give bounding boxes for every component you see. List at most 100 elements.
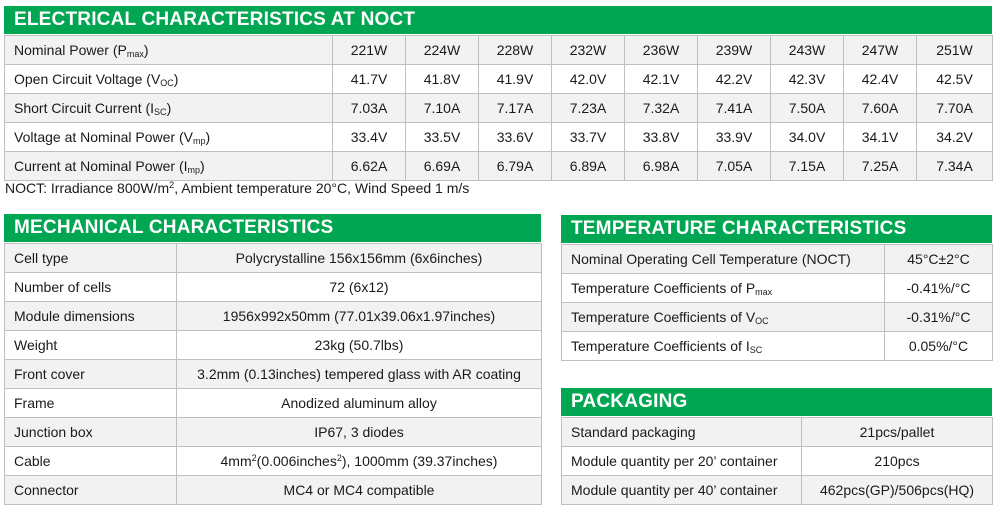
label-subscript: max (755, 287, 773, 297)
electrical-value-cell: 7.10A (405, 93, 479, 123)
electrical-section-title: ELECTRICAL CHARACTERISTICS AT NOCT (4, 6, 992, 34)
electrical-row: Nominal Power (Pmax) 221W 224W 228W 232W 236W… (4, 35, 993, 65)
electrical-value-cell: 7.15A (770, 151, 844, 181)
noct-note-text: NOCT: Irradiance 800W/m (5, 180, 170, 196)
electrical-value-cell: 42.0V (551, 64, 625, 94)
mechanical-row-value: 1956x992x50mm (77.01x39.06x1.97inches) (176, 301, 542, 331)
label-text: Temperature Coefficients of I (571, 338, 750, 354)
temperature-row-label: Temperature Coefficients of ISC (561, 331, 885, 361)
label-suffix: ) (205, 129, 211, 145)
value-text: (0.006inches (256, 453, 337, 469)
electrical-value-cell: 247W (843, 35, 917, 65)
label-suffix: ) (173, 71, 179, 87)
mechanical-row: Cell type Polycrystalline 156x156mm (6x6i… (4, 243, 542, 273)
mechanical-row-value: IP67, 3 diodes (176, 417, 542, 447)
value-text: ), 1000mm (39.37inches) (341, 453, 498, 469)
packaging-row-value: 210pcs (801, 446, 993, 476)
mechanical-row-value: 23kg (50.7lbs) (176, 330, 542, 360)
electrical-value-cell: 6.98A (624, 151, 698, 181)
electrical-row: Open Circuit Voltage (VOC) 41.7V 41.8V 41.9… (4, 64, 993, 94)
label-suffix: ) (200, 158, 205, 174)
label-text: Current at Nominal Power (I (14, 158, 188, 174)
electrical-value-cell: 228W (478, 35, 552, 65)
temperature-row-label: Nominal Operating Cell Temperature (NOCT… (561, 244, 885, 274)
mechanical-row: Cable 4mm2(0.006inches2), 1000mm (39.37in… (4, 446, 542, 476)
mechanical-section-title: MECHANICAL CHARACTERISTICS (4, 214, 541, 242)
mechanical-row-value: MC4 or MC4 compatible (176, 475, 542, 505)
electrical-value-cell: 221W (332, 35, 406, 65)
noct-note: NOCT: Irradiance 800W/m2, Ambient temper… (5, 180, 469, 196)
packaging-row-label: Standard packaging (561, 417, 802, 447)
electrical-row-label: Open Circuit Voltage (VOC) (4, 64, 333, 94)
temperature-table: Nominal Operating Cell Temperature (NOCT… (561, 244, 993, 361)
label-text: Temperature Coefficients of P (571, 280, 756, 296)
temperature-section-title: TEMPERATURE CHARACTERISTICS (561, 215, 992, 243)
packaging-row: Standard packaging 21pcs/pallet (561, 417, 993, 447)
mechanical-row-value: Polycrystalline 156x156mm (6x6inches) (176, 243, 542, 273)
packaging-section-title: PACKAGING (561, 388, 992, 416)
electrical-row: Current at Nominal Power (Imp) 6.62A 6.69A… (4, 151, 993, 181)
packaging-row-value: 21pcs/pallet (801, 417, 993, 447)
electrical-value-cell: 34.0V (770, 122, 844, 152)
electrical-value-cell: 33.7V (551, 122, 625, 152)
temperature-row: Temperature Coefficients of Pmax -0.41%/°… (561, 273, 993, 303)
temperature-row-label: Temperature Coefficients of Pmax (561, 273, 885, 303)
electrical-value-cell: 33.9V (697, 122, 771, 152)
electrical-value-cell: 7.17A (478, 93, 552, 123)
temperature-row-value: 45°C±2°C (884, 244, 993, 274)
electrical-value-cell: 7.23A (551, 93, 625, 123)
electrical-value-cell: 7.03A (332, 93, 406, 123)
electrical-value-cell: 34.2V (916, 122, 993, 152)
packaging-row: Module quantity per 20’ container 210pcs (561, 446, 993, 476)
temperature-row-label: Temperature Coefficients of VOC (561, 302, 885, 332)
mechanical-row: Module dimensions 1956x992x50mm (77.01x39… (4, 301, 542, 331)
electrical-table: Nominal Power (Pmax) 221W 224W 228W 232W 236W… (4, 35, 993, 181)
label-suffix: ) (166, 100, 172, 116)
mechanical-row-label: Connector (4, 475, 177, 505)
packaging-row: Module quantity per 40’ container 462pcs(… (561, 475, 993, 505)
electrical-value-cell: 239W (697, 35, 771, 65)
temperature-row: Temperature Coefficients of ISC 0.05%/°C (561, 331, 993, 361)
mechanical-row: Front cover 3.2mm (0.13inches) tempered g… (4, 359, 542, 389)
mechanical-row: Frame Anodized aluminum alloy (4, 388, 542, 418)
electrical-value-cell: 7.50A (770, 93, 844, 123)
electrical-value-cell: 7.41A (697, 93, 771, 123)
temperature-row-value: -0.31%/°C (884, 302, 993, 332)
packaging-table: Standard packaging 21pcs/pallet Module qua… (561, 417, 993, 505)
electrical-value-cell: 42.2V (697, 64, 771, 94)
mechanical-row-label: Front cover (4, 359, 177, 389)
mechanical-row: Number of cells 72 (6x12) (4, 272, 542, 302)
electrical-row: Voltage at Nominal Power (Vmp) 33.4V 33.5V… (4, 122, 993, 152)
mechanical-row-label: Frame (4, 388, 177, 418)
electrical-value-cell: 42.5V (916, 64, 993, 94)
noct-note-text-rest: , Ambient temperature 20°C, Wind Speed 1… (174, 180, 470, 196)
electrical-value-cell: 42.3V (770, 64, 844, 94)
packaging-row-value: 462pcs(GP)/506pcs(HQ) (801, 475, 993, 505)
electrical-value-cell: 33.5V (405, 122, 479, 152)
label-text: Voltage at Nominal Power (V (14, 129, 193, 145)
label-text: Nominal Operating Cell Temperature (NOCT… (571, 251, 851, 267)
mechanical-row-label: Junction box (4, 417, 177, 447)
label-subscript: mp (192, 136, 206, 146)
mechanical-row: Weight 23kg (50.7lbs) (4, 330, 542, 360)
label-subscript: SC (749, 345, 763, 355)
mechanical-row-label: Cell type (4, 243, 177, 273)
mechanical-row-label: Number of cells (4, 272, 177, 302)
electrical-value-cell: 6.62A (332, 151, 406, 181)
temperature-row: Temperature Coefficients of VOC -0.31%/°C (561, 302, 993, 332)
mechanical-row-value: 72 (6x12) (176, 272, 542, 302)
mechanical-row: Junction box IP67, 3 diodes (4, 417, 542, 447)
electrical-value-cell: 41.9V (478, 64, 552, 94)
electrical-row-label: Current at Nominal Power (Imp) (4, 151, 333, 181)
electrical-value-cell: 251W (916, 35, 993, 65)
label-text: Short Circuit Current (I (14, 100, 155, 116)
electrical-value-cell: 7.70A (916, 93, 993, 123)
packaging-row-label: Module quantity per 20’ container (561, 446, 802, 476)
mechanical-row: Connector MC4 or MC4 compatible (4, 475, 542, 505)
electrical-value-cell: 33.6V (478, 122, 552, 152)
electrical-value-cell: 236W (624, 35, 698, 65)
mechanical-row-value: 3.2mm (0.13inches) tempered glass with A… (176, 359, 542, 389)
electrical-value-cell: 41.8V (405, 64, 479, 94)
electrical-row-label: Voltage at Nominal Power (Vmp) (4, 122, 333, 152)
label-text: Nominal Power (P (14, 42, 127, 58)
